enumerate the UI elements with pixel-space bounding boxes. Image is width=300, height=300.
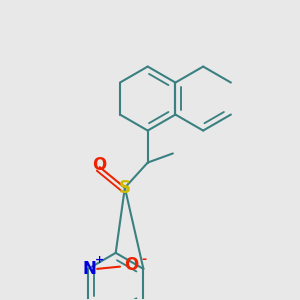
Text: -: - xyxy=(141,253,147,266)
Text: O: O xyxy=(93,156,107,174)
Text: O: O xyxy=(124,256,139,274)
Text: S: S xyxy=(119,179,131,197)
Text: N: N xyxy=(82,260,96,278)
Text: +: + xyxy=(95,255,104,265)
